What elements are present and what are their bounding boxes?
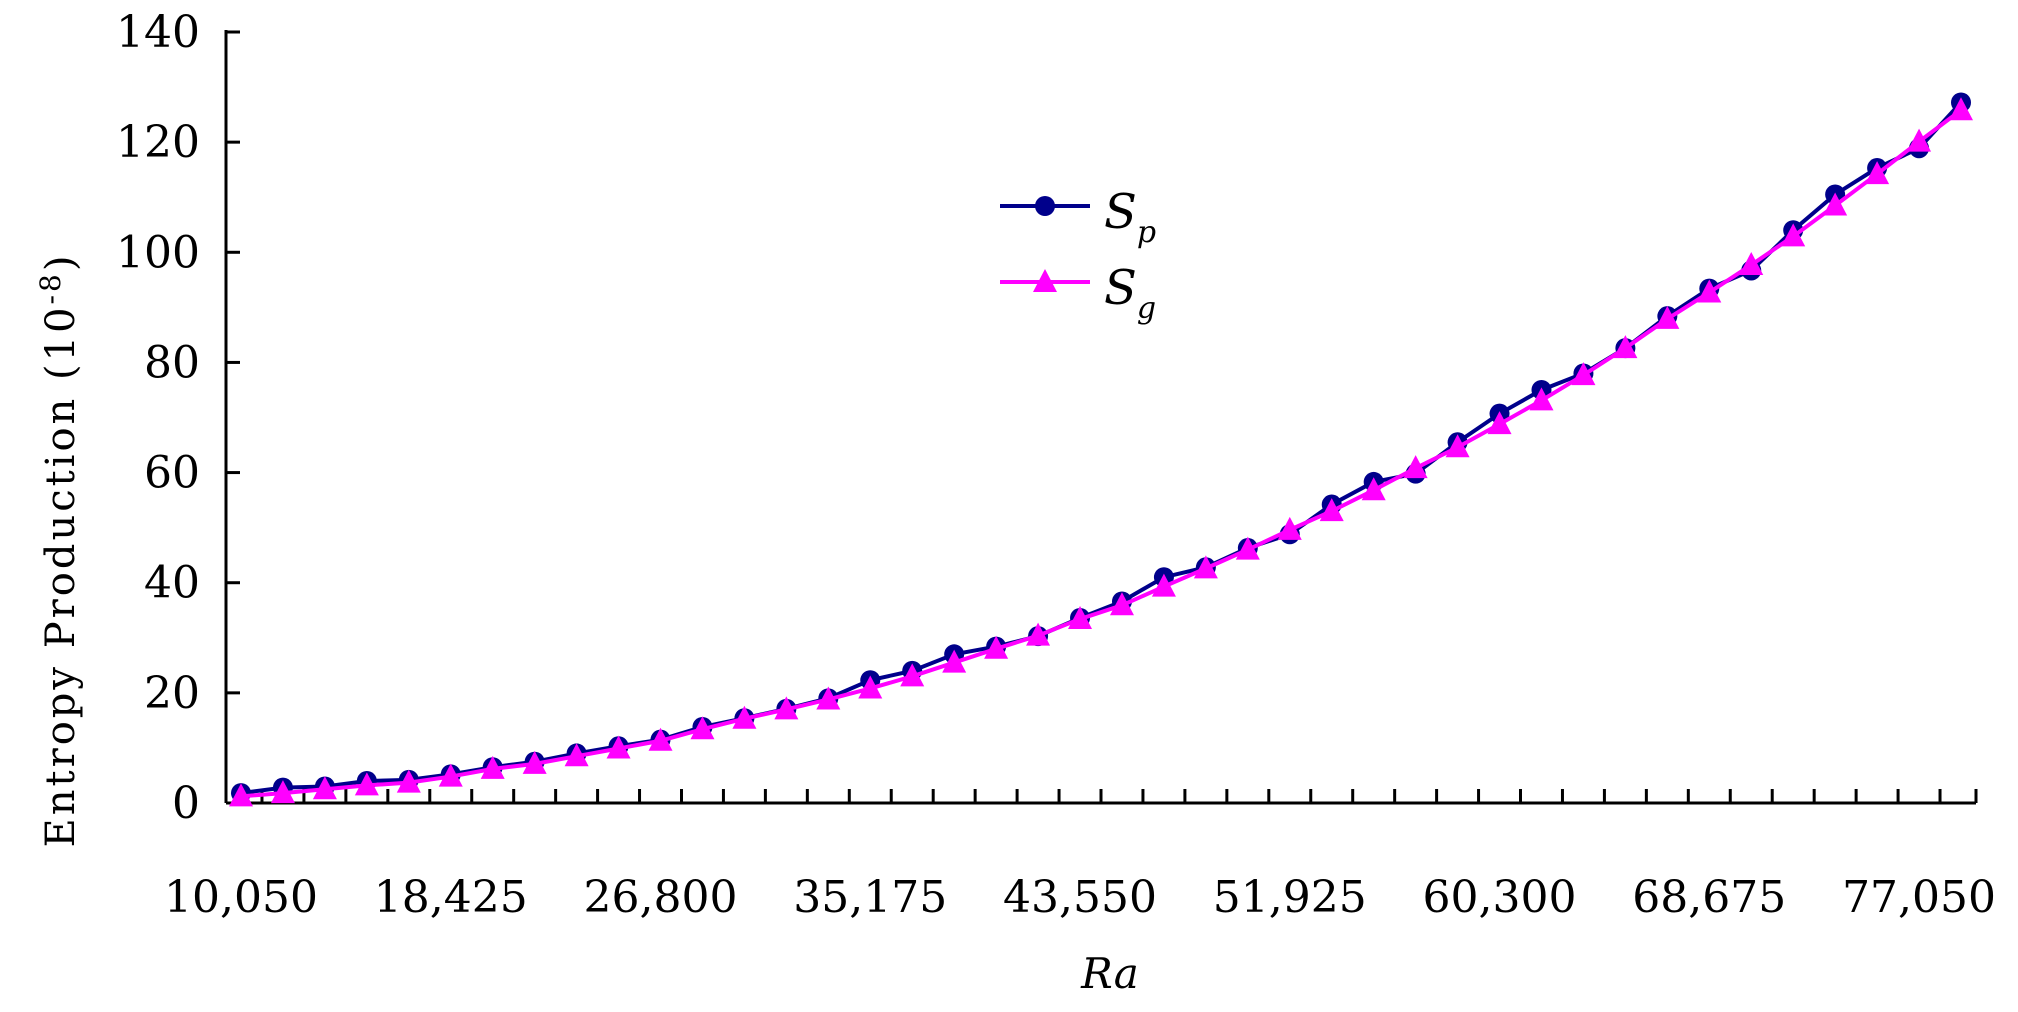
data-point-Sg	[270, 780, 295, 804]
legend-swatch-sg-marker	[1033, 269, 1057, 292]
y-tick-label: 140	[116, 7, 200, 58]
data-point-Sg	[1781, 223, 1806, 247]
data-point-Sg	[606, 735, 631, 759]
data-point-Sg	[354, 772, 379, 796]
data-point-Sg	[732, 705, 757, 729]
y-tick-label: 20	[144, 668, 200, 719]
data-point-Sg	[1151, 573, 1176, 597]
plot-area: 0 20 40 60 80 100 120 140 10,050 18,425 26,800 35,…	[116, 7, 1996, 923]
data-point-Sg	[564, 743, 589, 767]
data-point-Sg	[229, 783, 253, 807]
legend-item-sg: Sg	[1000, 260, 1156, 326]
data-point-Sg	[480, 755, 505, 779]
data-point-Sg	[942, 649, 967, 673]
data-point-Sg	[1907, 128, 1932, 152]
data-point-Sg	[984, 635, 1009, 659]
data-point-Sg	[1487, 411, 1512, 435]
y-tick-label: 100	[116, 227, 200, 278]
data-point-Sg	[690, 716, 715, 740]
y-tick-label: 80	[144, 337, 200, 388]
legend-label-sg-sub: g	[1137, 291, 1156, 326]
data-point-Sg	[900, 663, 925, 687]
data-point-Sg	[1613, 335, 1638, 359]
legend-label-sg: Sg	[1104, 260, 1156, 326]
series-Sp	[231, 92, 1971, 804]
data-point-Sg	[774, 696, 799, 720]
data-point-Sg	[816, 686, 841, 710]
x-tick-label: 26,800	[584, 872, 738, 923]
legend-label-sp-main: S	[1104, 184, 1137, 240]
data-point-Sg	[1571, 362, 1596, 386]
data-point-Sg	[1361, 477, 1386, 501]
data-point-Sg	[648, 727, 673, 751]
y-tick-label: 120	[116, 117, 200, 168]
data-point-Sg	[312, 776, 337, 800]
data-point-Sg	[1068, 606, 1093, 630]
data-point-Sg	[1739, 251, 1764, 275]
data-point-Sg	[1109, 592, 1134, 616]
x-tick-label: 68,675	[1632, 872, 1786, 923]
legend-swatch-sp-marker	[1035, 196, 1055, 216]
series-line-Sp	[240, 101, 1963, 796]
data-point-Sg	[858, 675, 883, 699]
y-ticks: 0 20 40 60 80 100 120 140	[116, 7, 240, 829]
legend: Sp Sg	[1000, 184, 1156, 326]
data-point-Sg	[1319, 498, 1344, 522]
series-line-Sg	[240, 108, 1963, 799]
y-tick-label: 0	[172, 778, 200, 829]
y-tick-label: 60	[144, 448, 200, 499]
series-Sg	[229, 97, 1973, 807]
legend-item-sp: Sp	[1000, 184, 1156, 250]
data-point-Sg	[438, 763, 463, 787]
data-point-Sg	[1823, 192, 1848, 216]
legend-label-sg-main: S	[1104, 260, 1137, 316]
data-point-Sg	[1529, 387, 1554, 411]
y-tick-label: 40	[144, 558, 200, 609]
data-point-Sg	[1403, 455, 1428, 479]
x-tick-label: 10,050	[164, 872, 318, 923]
x-tick-label: 18,425	[374, 872, 528, 923]
data-point-Sg	[522, 750, 547, 774]
data-point-Sg	[1445, 434, 1470, 458]
x-axis-title: Ra	[1080, 949, 1139, 998]
y-axis-title: Entropy Production (10-8)	[34, 253, 84, 848]
y-axis-title-exponent: -8	[34, 271, 67, 304]
data-point-Sg	[1655, 305, 1680, 329]
data-point-Sg	[1949, 97, 1973, 121]
data-point-Sg	[396, 769, 421, 793]
data-point-Sg	[1865, 161, 1890, 185]
x-tick-label: 35,175	[793, 872, 947, 923]
data-point-Sg	[1697, 279, 1722, 303]
legend-label-sp: Sp	[1104, 184, 1156, 250]
x-ticks: 10,050 18,425 26,800 35,175 43,550 51,925 60,3…	[164, 789, 1996, 923]
data-point-Sg	[1277, 516, 1302, 540]
y-axis-title-text: Entropy Production (10	[38, 304, 84, 847]
series-layer	[229, 92, 1973, 807]
y-axis-title-close: )	[38, 253, 84, 272]
x-tick-label: 43,550	[1003, 872, 1157, 923]
x-tick-label: 60,300	[1423, 872, 1577, 923]
data-point-Sg	[1026, 622, 1051, 646]
x-tick-label: 77,050	[1842, 872, 1996, 923]
data-point-Sg	[1235, 536, 1260, 560]
legend-label-sp-sub: p	[1137, 215, 1156, 250]
data-point-Sg	[1193, 555, 1218, 579]
x-tick-label: 51,925	[1213, 872, 1367, 923]
